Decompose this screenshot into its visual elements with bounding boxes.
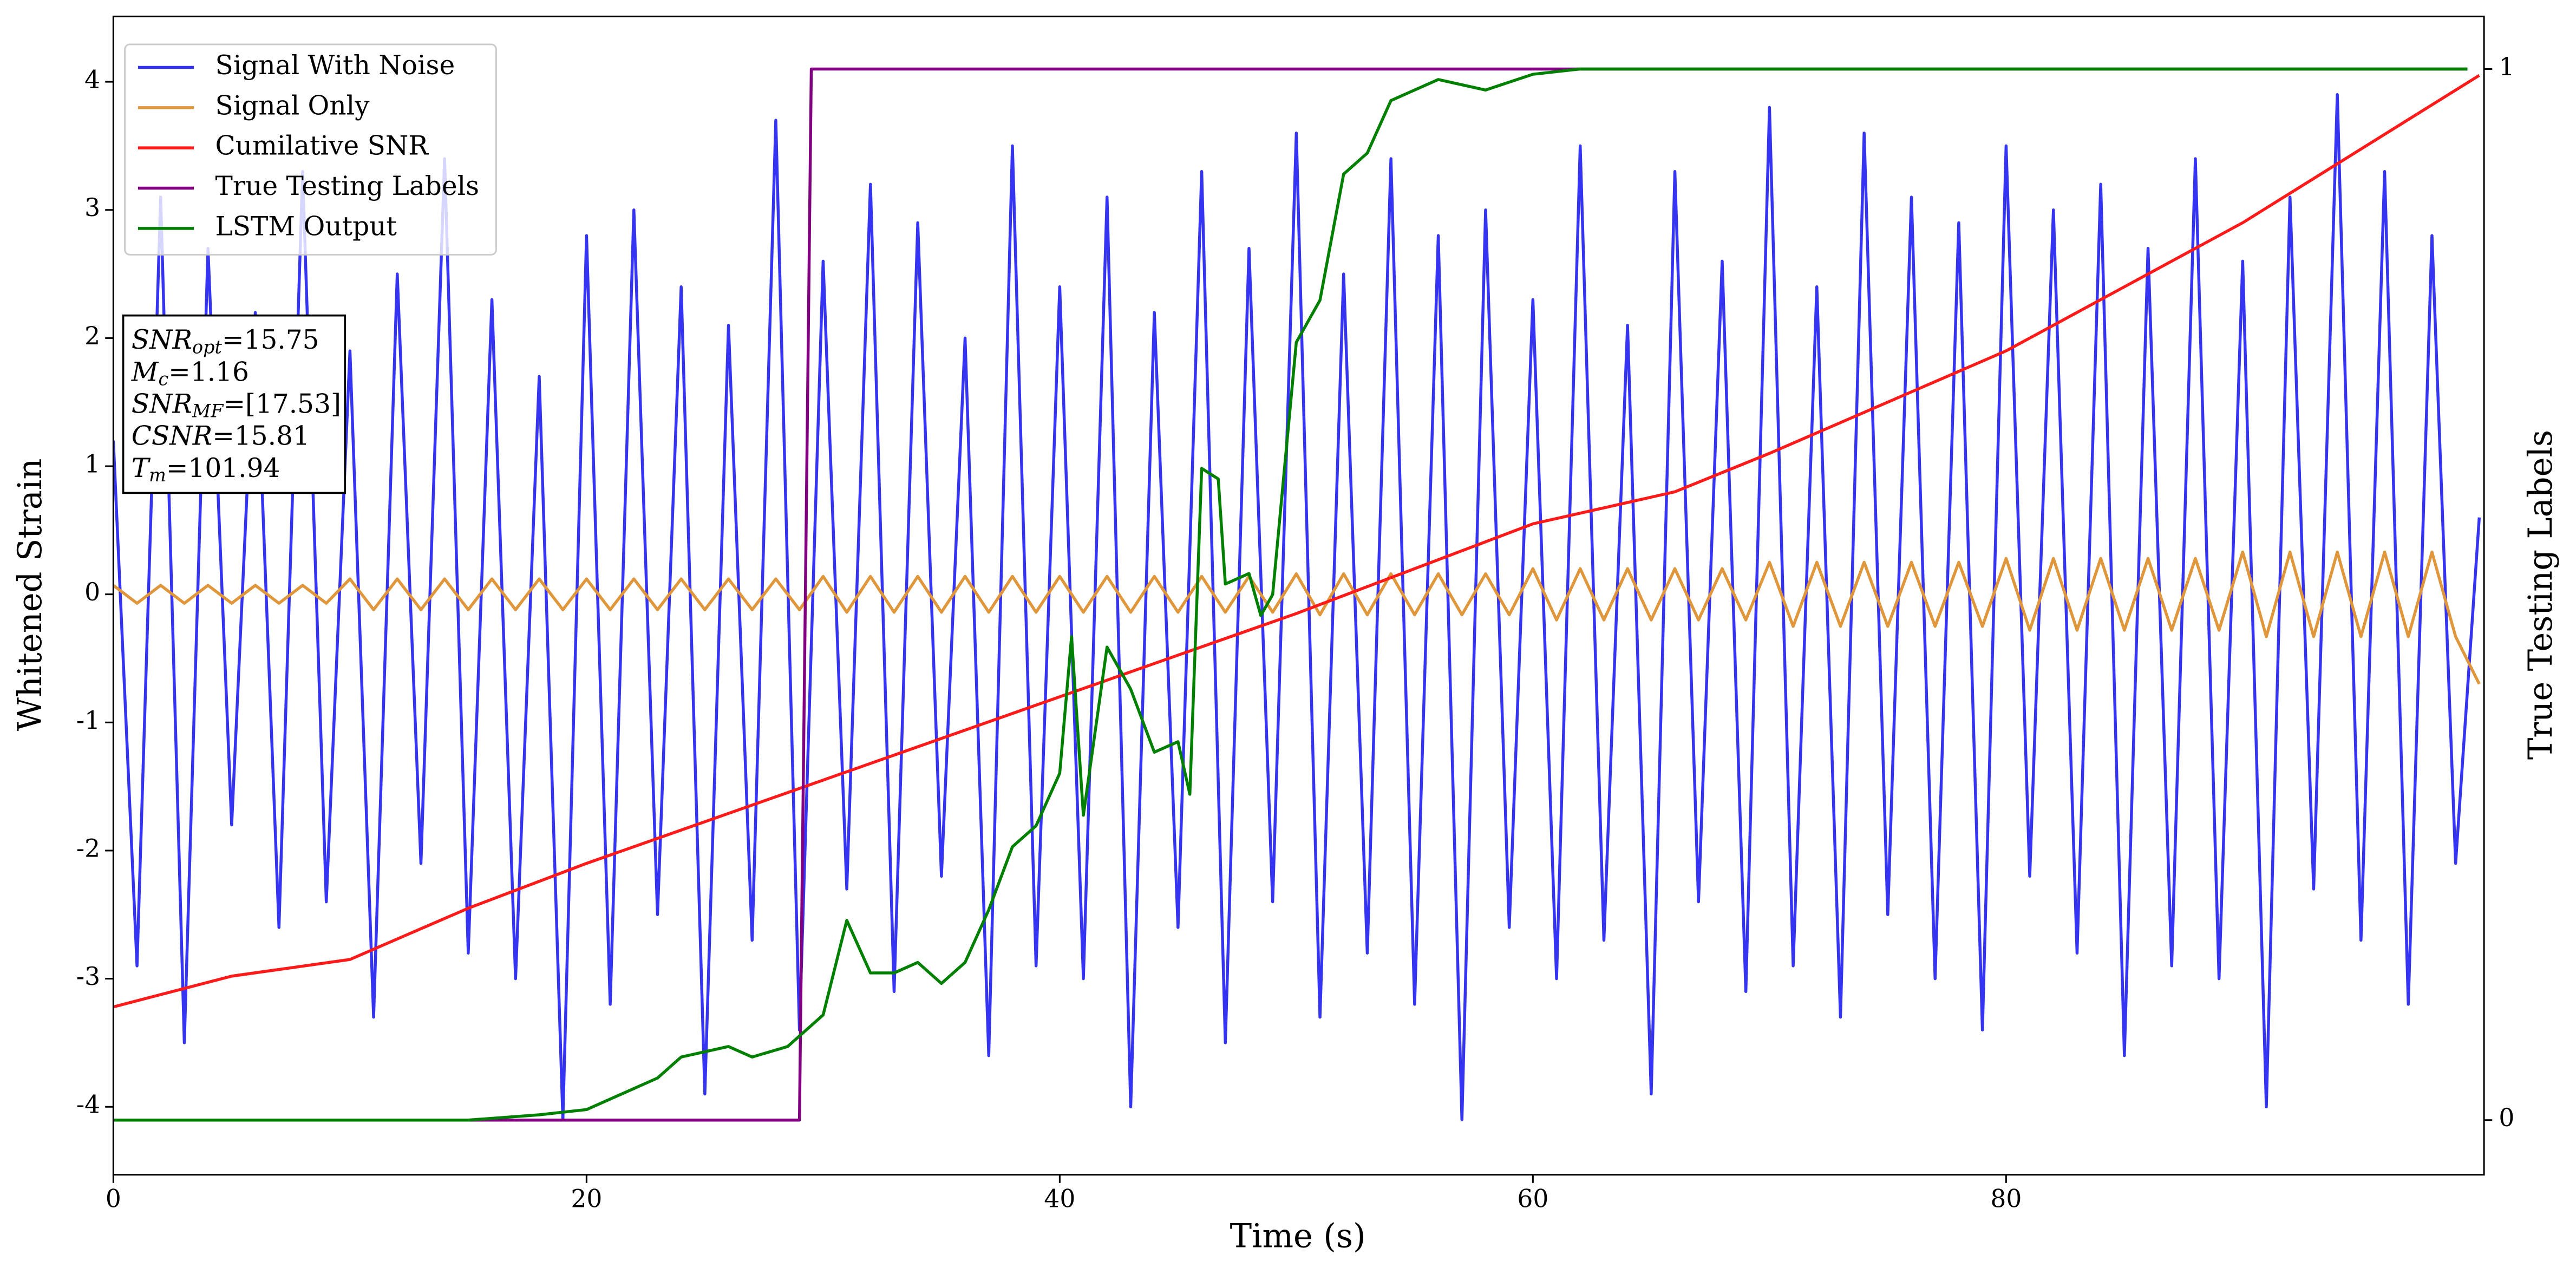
- y-tick-label: 3: [84, 193, 100, 222]
- annotation-value: =[17.53]: [223, 389, 341, 419]
- legend: Signal With Noise Signal Only Cumilative S…: [124, 43, 497, 256]
- y-tick-label: 4: [84, 66, 100, 94]
- plot-area: [113, 67, 2481, 1122]
- annotation-subscript: c: [158, 369, 168, 390]
- y-tick-label: 0: [84, 578, 100, 606]
- annotation-subscript: opt: [192, 336, 222, 357]
- annotation-value: =101.94: [166, 453, 280, 483]
- y-tick-label: -2: [76, 834, 100, 863]
- annotation-symbol: CSNR: [132, 421, 212, 451]
- annotation-text: Mc=1.16: [131, 357, 249, 390]
- y-tick-label: 1: [84, 450, 100, 479]
- y-tick-label: 2: [84, 322, 100, 350]
- y-tick-label: -3: [76, 962, 100, 991]
- legend-label: Cumilative SNR: [215, 131, 429, 161]
- legend-label: LSTM Output: [215, 211, 397, 241]
- annotation-text: CSNR=15.81: [132, 421, 310, 451]
- y2-axis-label: True Testing Labels: [2522, 430, 2560, 760]
- annotation-symbol: SNR: [132, 325, 192, 355]
- x-tick-label: 20: [571, 1185, 602, 1213]
- legend-box: [124, 43, 497, 256]
- annotation-symbol: M: [131, 357, 159, 387]
- annotation-subscript: m: [149, 465, 166, 486]
- annotation-subscript: MF: [192, 401, 224, 422]
- annotation-text: SNRopt=15.75: [132, 325, 319, 358]
- y2-tick-label: 0: [2499, 1103, 2514, 1132]
- x-axis-label: Time (s): [1230, 1218, 1366, 1256]
- annotation: SNRopt=15.75Mc=1.16SNRMF=[17.53]CSNR=15.…: [122, 314, 346, 494]
- y-tick-label: -1: [76, 706, 100, 735]
- legend-label: Signal With Noise: [215, 50, 455, 81]
- y-axis-label: Whitened Strain: [11, 459, 49, 731]
- annotation-text: Tm=101.94: [132, 453, 280, 486]
- legend-label: Signal Only: [215, 90, 370, 121]
- series-line: [113, 67, 2468, 1122]
- annotation-value: =15.81: [212, 421, 310, 451]
- y2-tick-label: 1: [2499, 53, 2514, 81]
- annotation-value: =15.75: [222, 325, 319, 355]
- x-tick-label: 80: [1990, 1185, 2022, 1213]
- y-tick-label: -4: [76, 1090, 100, 1119]
- annotation-text: SNRMF=[17.53]: [132, 389, 341, 422]
- series-line: [113, 74, 2480, 1009]
- annotation-value: =1.16: [168, 357, 249, 387]
- x-tick-label: 0: [106, 1185, 121, 1213]
- x-tick-label: 60: [1517, 1185, 1548, 1213]
- annotation-symbol: SNR: [132, 389, 192, 419]
- plot-frame: [112, 15, 2485, 1176]
- series-line: [113, 93, 2481, 1121]
- annotation-symbol: T: [132, 453, 151, 483]
- annotation-box: [122, 314, 346, 494]
- series-line: [113, 550, 2481, 685]
- legend-label: True Testing Labels: [215, 171, 480, 201]
- x-tick-label: 40: [1044, 1185, 1075, 1213]
